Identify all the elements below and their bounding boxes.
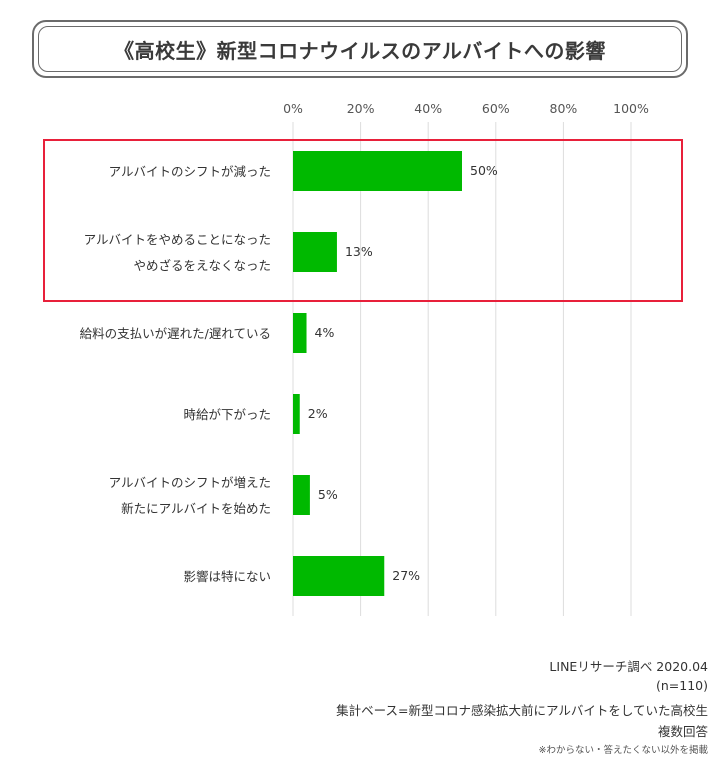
category-label: アルバイトのシフトが減った <box>109 164 271 179</box>
bar <box>293 556 385 596</box>
bar <box>293 475 310 515</box>
x-tick-label: 20% <box>347 101 375 116</box>
footer-source: LINEリサーチ調べ 2020.04 <box>549 659 708 674</box>
data-label: 50% <box>470 163 498 178</box>
bar <box>293 232 337 272</box>
highlight-box <box>43 139 683 302</box>
data-label: 27% <box>392 568 420 583</box>
chart-title: 《高校生》新型コロナウイルスのアルバイトへの影響 <box>114 38 606 63</box>
bar <box>293 313 307 353</box>
data-label: 13% <box>345 244 373 259</box>
x-tick-label: 100% <box>613 101 649 116</box>
category-label: 時給が下がった <box>183 407 271 422</box>
category-label: アルバイトをやめることになった <box>84 232 271 247</box>
bar <box>293 151 462 191</box>
footer-note: ※わからない・答えたくない以外を掲載 <box>538 745 708 756</box>
category-label: 新たにアルバイトを始めた <box>121 501 271 516</box>
x-tick-label: 0% <box>283 101 303 116</box>
category-label: 給料の支払いが遅れた/遅れている <box>80 326 271 341</box>
x-tick-label: 60% <box>482 101 510 116</box>
data-label: 2% <box>308 406 328 421</box>
x-tick-label: 80% <box>550 101 578 116</box>
bar <box>293 394 300 434</box>
data-label: 5% <box>318 487 338 502</box>
footer-sample-size: (n=110) <box>655 678 708 693</box>
footer-base: 集計ベース=新型コロナ感染拡大前にアルバイトをしていた高校生 <box>336 703 708 718</box>
data-label: 4% <box>315 325 335 340</box>
category-label: やめざるをえなくなった <box>133 258 271 273</box>
x-tick-label: 40% <box>414 101 442 116</box>
category-label: アルバイトのシフトが増えた <box>109 475 271 490</box>
title-frame: 《高校生》新型コロナウイルスのアルバイトへの影響 <box>32 20 688 78</box>
footer-answer-type: 複数回答 <box>657 724 708 739</box>
category-label: 影響は特にない <box>183 569 271 584</box>
title-frame-inner: 《高校生》新型コロナウイルスのアルバイトへの影響 <box>38 26 682 72</box>
bar-chart: 0% 20% 40% 60% 80% 100% 50% アルバイトのシフトが減った 13% アルバ… <box>43 101 683 616</box>
